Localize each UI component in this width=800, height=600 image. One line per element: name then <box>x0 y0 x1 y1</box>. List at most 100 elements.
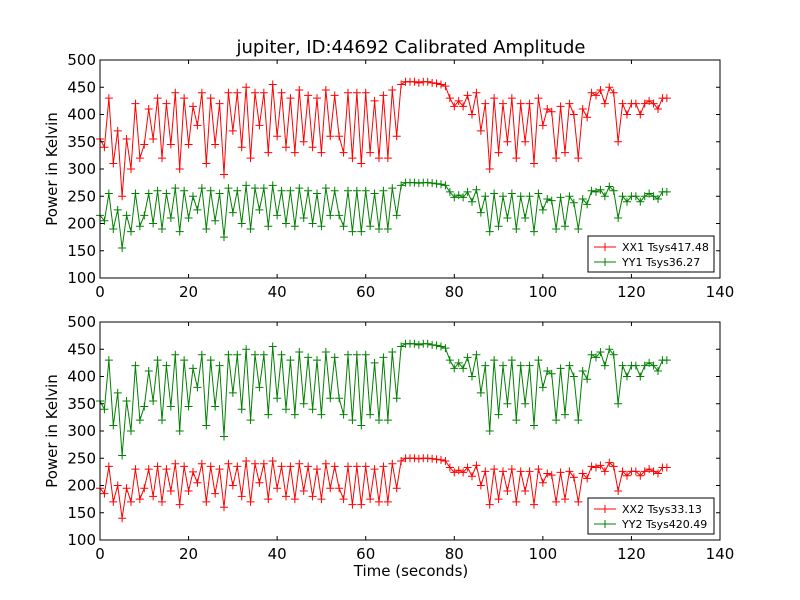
data-point <box>441 456 450 465</box>
data-point <box>122 135 131 144</box>
y-tick-label: 250 <box>67 187 96 205</box>
data-point <box>423 178 432 187</box>
data-point <box>490 94 499 103</box>
data-point <box>459 364 468 373</box>
data-point <box>317 410 326 419</box>
data-point <box>299 137 308 146</box>
data-point <box>109 421 118 430</box>
data-point <box>383 497 392 506</box>
data-point <box>463 91 472 100</box>
data-point <box>220 432 228 441</box>
data-point <box>211 489 220 498</box>
data-point <box>104 356 113 365</box>
data-point <box>193 121 202 130</box>
data-point <box>277 462 286 471</box>
data-point <box>122 211 131 220</box>
data-point <box>180 462 189 471</box>
data-point <box>441 181 450 190</box>
legend-swatch-marker <box>601 243 609 251</box>
data-point <box>592 187 600 196</box>
data-point <box>383 154 392 163</box>
data-point <box>414 179 423 188</box>
data-point <box>122 484 131 493</box>
data-point <box>618 361 627 370</box>
y-axis-label: Power in Kelvin <box>43 112 61 226</box>
data-point <box>149 219 158 228</box>
data-point <box>259 88 268 97</box>
data-point <box>587 462 596 471</box>
data-point <box>366 410 375 419</box>
data-point <box>255 478 264 487</box>
data-point <box>153 462 162 471</box>
data-point <box>552 224 561 233</box>
y-tick-label: 300 <box>67 422 96 440</box>
data-point <box>184 140 193 149</box>
data-point <box>614 399 623 408</box>
data-point <box>437 455 445 464</box>
x-tick-label: 140 <box>706 283 735 301</box>
data-point <box>392 484 401 493</box>
data-point <box>104 189 113 198</box>
data-point <box>268 181 277 190</box>
data-point <box>171 350 180 359</box>
data-point <box>574 497 583 506</box>
y-tick-label: 250 <box>67 449 96 467</box>
data-point <box>189 467 197 476</box>
data-point <box>649 192 658 201</box>
data-point <box>534 356 543 365</box>
data-point <box>104 462 113 471</box>
data-point <box>375 497 383 506</box>
y-tick-label: 350 <box>67 395 96 413</box>
data-point <box>189 192 197 201</box>
data-point <box>596 461 605 470</box>
data-point <box>631 99 640 108</box>
data-point <box>140 211 149 220</box>
data-point <box>237 405 246 414</box>
legend-box <box>587 235 715 273</box>
data-point <box>485 227 494 236</box>
data-point <box>662 356 671 365</box>
data-point <box>379 186 388 195</box>
data-point <box>233 88 242 97</box>
data-point <box>352 462 361 471</box>
data-point <box>171 88 180 97</box>
data-point <box>215 189 224 198</box>
data-point <box>538 121 547 130</box>
bottom-panel: 0 20 40 60 80 100 120 140 100 150 200 250 300 350 400 4… <box>43 313 734 563</box>
data-point <box>481 467 490 476</box>
data-point <box>397 456 406 465</box>
data-point <box>215 361 224 370</box>
data-point <box>516 361 525 370</box>
data-point <box>251 459 259 468</box>
data-point <box>490 465 499 474</box>
data-point <box>135 154 144 163</box>
data-point <box>127 227 135 236</box>
data-point <box>512 497 521 506</box>
data-point <box>339 148 348 157</box>
data-point <box>335 484 344 493</box>
data-point <box>445 94 454 103</box>
data-point <box>321 347 330 356</box>
data-point <box>206 462 215 471</box>
data-point <box>100 216 109 225</box>
data-point <box>352 186 361 195</box>
data-point <box>556 102 565 111</box>
data-point <box>162 465 171 474</box>
data-point <box>609 88 618 97</box>
data-point <box>313 189 321 198</box>
data-point <box>414 78 423 87</box>
data-point <box>450 468 459 477</box>
data-point <box>224 88 233 97</box>
data-point <box>295 459 304 468</box>
x-tick-label: 20 <box>179 545 198 563</box>
data-point <box>299 486 308 495</box>
data-point <box>171 459 180 468</box>
data-point <box>600 99 609 108</box>
data-point <box>339 222 348 231</box>
data-point <box>379 91 388 100</box>
data-point <box>547 471 556 480</box>
data-point <box>180 356 189 365</box>
data-point <box>304 91 313 100</box>
data-point <box>574 154 583 163</box>
data-point <box>397 181 406 190</box>
